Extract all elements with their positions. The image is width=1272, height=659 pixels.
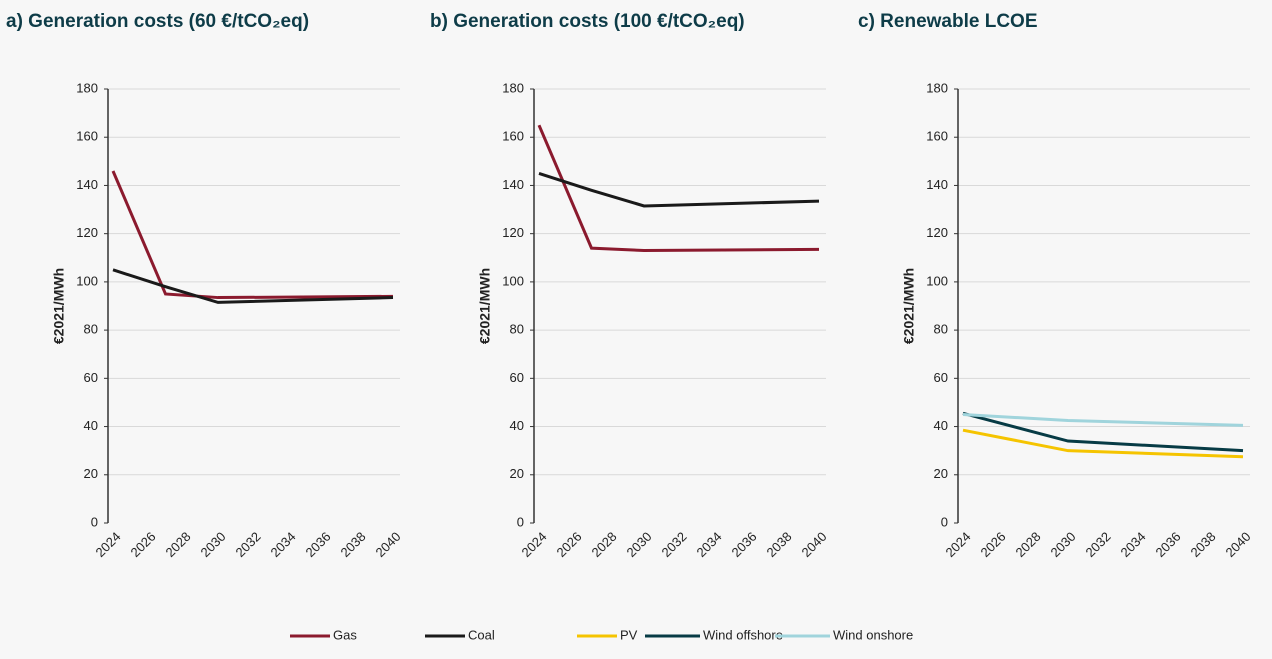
y-tick-label: 40: [510, 418, 524, 433]
y-tick-label: 100: [926, 273, 948, 288]
y-tick-label: 60: [510, 370, 524, 385]
line-series: [962, 411, 1244, 453]
y-tick-label: 140: [76, 177, 98, 192]
y-tick-label: 180: [76, 80, 98, 95]
y-tick-label: 100: [76, 273, 98, 288]
x-tick-label: 2040: [798, 529, 829, 560]
line-series: [962, 413, 1244, 427]
x-tick-label: 2024: [518, 529, 549, 560]
y-tick-label: 20: [84, 466, 98, 481]
y-tick-label: 0: [91, 514, 98, 529]
x-tick-label: 2038: [1187, 529, 1218, 560]
y-axis-label: €2021/MWh: [901, 268, 917, 344]
legend-label: Wind offshore: [703, 627, 783, 642]
line-series: [112, 268, 394, 304]
x-tick-label: 2034: [267, 529, 298, 560]
y-tick-label: 160: [502, 129, 524, 144]
chart-title: c) Renewable LCOE: [858, 11, 1038, 32]
y-tick-label: 60: [934, 370, 948, 385]
x-tick-label: 2024: [942, 529, 973, 560]
y-tick-label: 20: [510, 466, 524, 481]
y-tick-label: 0: [941, 514, 948, 529]
x-tick-label: 2038: [763, 529, 794, 560]
legend-label: Gas: [333, 627, 357, 642]
legend-label: PV: [620, 627, 638, 642]
y-tick-label: 100: [502, 273, 524, 288]
y-tick-label: 40: [84, 418, 98, 433]
line-series: [962, 428, 1244, 459]
x-tick-label: 2034: [693, 529, 724, 560]
line-series: [537, 124, 820, 253]
x-tick-label: 2034: [1117, 529, 1148, 560]
y-tick-label: 120: [502, 225, 524, 240]
x-tick-label: 2032: [658, 529, 689, 560]
y-tick-label: 120: [926, 225, 948, 240]
x-tick-label: 2036: [1152, 529, 1183, 560]
y-tick-label: 180: [926, 80, 948, 95]
x-tick-label: 2032: [232, 529, 263, 560]
x-tick-label: 2026: [977, 529, 1008, 560]
y-tick-label: 0: [517, 514, 524, 529]
x-tick-label: 2040: [372, 529, 403, 560]
x-tick-label: 2030: [1047, 529, 1078, 560]
x-tick-label: 2024: [92, 529, 123, 560]
y-tick-label: 80: [934, 322, 948, 337]
x-tick-label: 2026: [127, 529, 158, 560]
y-tick-label: 20: [934, 466, 948, 481]
y-tick-label: 160: [926, 129, 948, 144]
x-tick-label: 2030: [197, 529, 228, 560]
x-tick-label: 2026: [553, 529, 584, 560]
y-axis-label: €2021/MWh: [51, 268, 67, 344]
x-tick-label: 2030: [623, 529, 654, 560]
chart-title: a) Generation costs (60 €/tCO₂eq): [6, 11, 309, 32]
chart-title: b) Generation costs (100 €/tCO₂eq): [430, 11, 745, 32]
x-tick-label: 2036: [302, 529, 333, 560]
x-tick-label: 2028: [588, 529, 619, 560]
y-tick-label: 40: [934, 418, 948, 433]
y-tick-label: 160: [76, 129, 98, 144]
line-series: [538, 171, 820, 208]
x-tick-label: 2028: [1012, 529, 1043, 560]
x-tick-label: 2032: [1082, 529, 1113, 560]
x-tick-label: 2040: [1222, 529, 1253, 560]
y-tick-label: 140: [502, 177, 524, 192]
y-tick-label: 120: [76, 225, 98, 240]
x-tick-label: 2028: [162, 529, 193, 560]
y-tick-label: 80: [510, 322, 524, 337]
legend-label: Coal: [468, 627, 495, 642]
y-tick-label: 180: [502, 80, 524, 95]
legend-label: Wind onshore: [833, 627, 913, 642]
y-tick-label: 80: [84, 322, 98, 337]
y-tick-label: 60: [84, 370, 98, 385]
y-axis-label: €2021/MWh: [477, 268, 493, 344]
x-tick-label: 2036: [728, 529, 759, 560]
y-tick-label: 140: [926, 177, 948, 192]
x-tick-label: 2038: [337, 529, 368, 560]
line-series: [111, 170, 394, 300]
